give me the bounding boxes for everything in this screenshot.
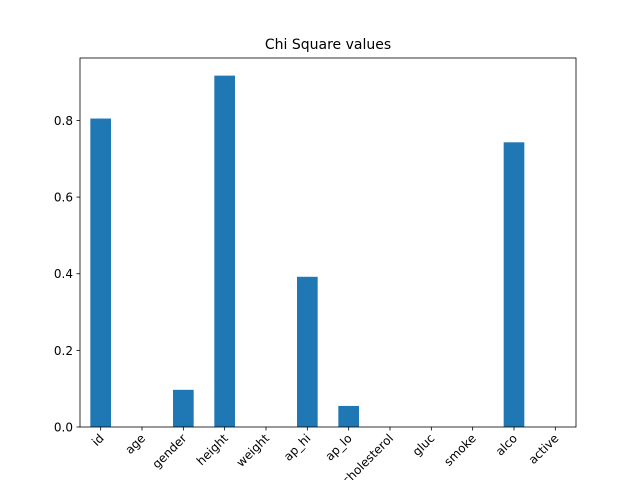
axes-frame [79,57,577,428]
chart-title: Chi Square values [265,37,391,53]
bar-alco [503,142,525,428]
y-tick-label: 0.4 [54,267,73,281]
y-tick-label: 0.8 [54,114,73,128]
y-tick-label: 0.6 [54,191,73,205]
bar-ap_lo [338,405,359,427]
bar-height [214,75,235,427]
bar-gender [173,389,194,427]
bar-id [90,118,111,427]
bar-ap_hi [297,276,318,427]
y-tick-label: 0.2 [54,344,73,358]
y-tick-label: 0.0 [54,421,73,435]
